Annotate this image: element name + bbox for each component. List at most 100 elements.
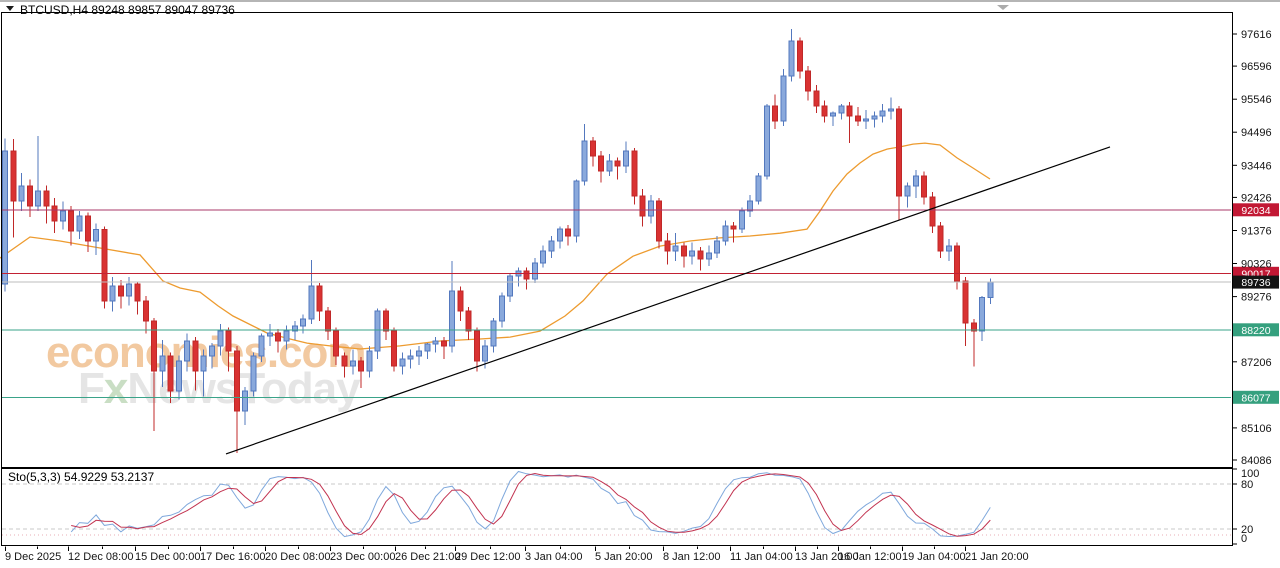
- candle: [830, 111, 836, 126]
- date-label: 23 Dec 00:00: [330, 551, 395, 563]
- sto-k-line: [70, 470, 991, 538]
- candle: [18, 173, 25, 211]
- candle: [374, 308, 381, 359]
- price-tick-label: 95546: [1241, 94, 1272, 106]
- sto-scale-label: 20: [1241, 524, 1253, 536]
- candle-body: [540, 250, 547, 264]
- candle: [275, 328, 282, 353]
- ma-line[interactable]: [0, 142, 991, 350]
- candle: [209, 343, 215, 369]
- candle-body: [60, 210, 66, 222]
- candle-body: [43, 190, 50, 207]
- candle-body: [647, 200, 654, 217]
- candle: [2, 138, 8, 292]
- candle-body: [896, 108, 903, 197]
- candle: [738, 207, 745, 233]
- candle: [755, 173, 762, 205]
- watermark-fxnewstoday: FxNewsToday: [78, 364, 361, 413]
- price-axis[interactable]: 9203490017897368822086077976169659695546…: [1232, 12, 1279, 547]
- horizontal-levels[interactable]: [2, 209, 1231, 398]
- symbol-dropdown-icon[interactable]: [6, 6, 14, 11]
- candle: [606, 154, 613, 177]
- candle: [449, 261, 456, 353]
- price-tick-label: 91376: [1241, 226, 1272, 238]
- candle-body: [366, 350, 373, 372]
- candle: [101, 226, 108, 309]
- candle: [316, 283, 323, 321]
- candle: [333, 327, 340, 366]
- candle-body: [308, 285, 315, 320]
- candle: [846, 102, 853, 143]
- price-badge: 92034: [1233, 203, 1279, 217]
- price-tick-label: 84086: [1241, 455, 1272, 467]
- date-label: 29 Dec 12:00: [455, 551, 520, 563]
- price-tick-label: 94496: [1241, 127, 1272, 139]
- candle-body: [316, 285, 323, 312]
- candle: [929, 191, 936, 233]
- candle: [233, 346, 240, 453]
- candle-body: [755, 175, 762, 202]
- candle: [308, 259, 315, 325]
- candle: [962, 276, 969, 347]
- candle: [565, 225, 571, 246]
- price-badge-bg: [1233, 323, 1279, 337]
- candle-body: [391, 330, 398, 367]
- candle-body: [846, 105, 853, 117]
- date-label: 15 Dec 00:00: [135, 551, 200, 563]
- moving-average-line[interactable]: [0, 142, 991, 350]
- candle: [366, 346, 373, 378]
- ascending-trendline[interactable]: [225, 146, 1111, 455]
- candle-body: [614, 160, 621, 167]
- candle: [515, 267, 522, 287]
- candle-body: [763, 105, 770, 177]
- candle-body: [126, 283, 133, 297]
- candle: [151, 317, 157, 432]
- candle: [349, 349, 356, 375]
- candle-body: [631, 150, 638, 197]
- price-badge: 86077: [1233, 390, 1279, 404]
- time-axis[interactable]: 9 Dec 2025 12 Dec 08:00 15 Dec 00:00 17 Dec…: [5, 546, 1029, 564]
- candle: [424, 343, 431, 359]
- candle-body: [738, 210, 745, 230]
- candle-body: [51, 205, 58, 222]
- sto-d-line: [71, 472, 991, 537]
- candle: [324, 306, 331, 340]
- candle: [432, 336, 439, 353]
- candle-body: [962, 280, 969, 324]
- candle: [267, 324, 273, 347]
- price-badge-text: 92034: [1241, 205, 1270, 217]
- candle: [647, 195, 654, 224]
- candle: [540, 245, 547, 268]
- candle: [714, 236, 721, 259]
- trendline[interactable]: [225, 146, 1111, 455]
- candle-body: [581, 140, 588, 182]
- candle-body: [714, 240, 721, 254]
- candle-body: [151, 320, 157, 372]
- candle: [664, 232, 671, 265]
- candle: [896, 106, 903, 221]
- sto-scale-label: 0: [1241, 533, 1247, 545]
- candle-body: [167, 355, 174, 392]
- price-badge-bg: [1233, 203, 1279, 217]
- candle: [681, 242, 687, 268]
- candle: [399, 352, 406, 375]
- sto-panel-border: [1, 468, 1233, 546]
- candle-body: [424, 343, 431, 352]
- candle: [888, 97, 894, 120]
- candle-body: [457, 290, 464, 312]
- candle: [291, 321, 298, 340]
- candle: [805, 66, 812, 101]
- candle: [531, 258, 538, 284]
- date-label: 11 Jan 04:00: [730, 551, 793, 563]
- scroll-to-end-icon[interactable]: [997, 5, 1009, 10]
- candle-body: [134, 283, 141, 302]
- candle: [548, 236, 555, 259]
- candle-body: [863, 118, 870, 122]
- candle-body: [200, 355, 207, 372]
- candle: [813, 84, 820, 114]
- price-badge-text: 89736: [1241, 277, 1270, 289]
- candle: [937, 221, 944, 259]
- candle-body: [531, 262, 538, 280]
- date-label: 20 Dec 08:00: [265, 551, 330, 563]
